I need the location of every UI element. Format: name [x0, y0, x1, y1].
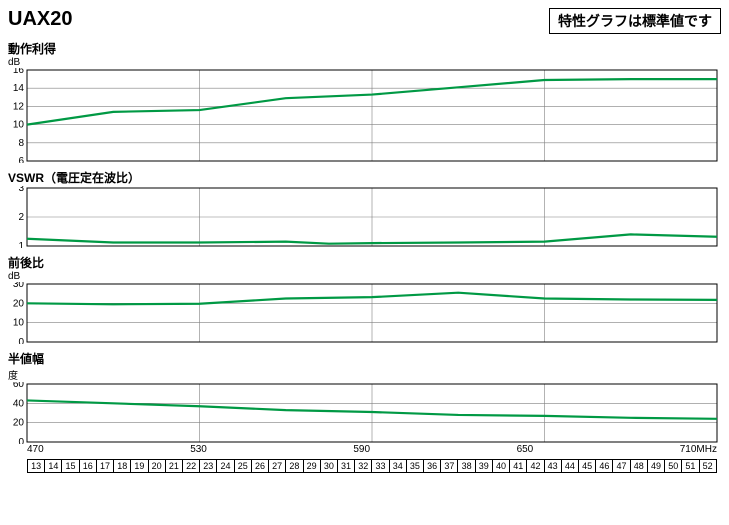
xaxis-tick: 650 [517, 444, 534, 455]
channel-cell: 48 [630, 459, 647, 473]
ytick-label: 20 [13, 298, 25, 309]
channel-cell: 41 [509, 459, 526, 473]
chart-gain-svg: 6 8 10 12 14 16 [8, 68, 721, 163]
channel-cell: 45 [578, 459, 595, 473]
chart-hpbw-svg: 0 20 40 60 [8, 382, 721, 444]
channel-cell: 49 [647, 459, 664, 473]
channel-cell: 44 [561, 459, 578, 473]
channel-cell: 42 [526, 459, 543, 473]
channel-cell: 13 [27, 459, 44, 473]
channel-cell: 32 [354, 459, 371, 473]
ytick-label: 60 [13, 382, 25, 390]
ytick-label: 0 [18, 337, 24, 344]
channel-cell: 23 [199, 459, 216, 473]
channel-cell: 26 [251, 459, 268, 473]
xaxis-tick: 590 [353, 444, 370, 455]
channel-cell: 14 [44, 459, 61, 473]
channel-row: 1314151617181920212223242526272829303132… [27, 459, 717, 473]
channel-cell: 22 [182, 459, 199, 473]
ytick-label: 1 [18, 241, 24, 248]
channel-cell: 34 [389, 459, 406, 473]
channel-cell: 25 [234, 459, 251, 473]
channel-cell: 35 [406, 459, 423, 473]
channel-cell: 27 [268, 459, 285, 473]
chart-hpbw: 半値幅度 0 20 40 60 [8, 350, 721, 444]
channel-cell: 51 [681, 459, 698, 473]
channel-cell: 38 [457, 459, 474, 473]
chart-fb: 前後比dB 0 10 20 30 [8, 254, 721, 344]
ytick-label: 12 [13, 101, 25, 112]
ytick-label: 3 [18, 186, 24, 194]
ytick-label: 10 [13, 318, 25, 329]
ytick-label: 20 [13, 418, 25, 429]
channel-cell: 39 [475, 459, 492, 473]
chart-gain-title: 動作利得 [8, 40, 721, 57]
channel-cell: 28 [285, 459, 302, 473]
channel-cell: 47 [612, 459, 629, 473]
ytick-label: 30 [13, 282, 25, 290]
chart-hpbw-title: 半値幅 [8, 350, 721, 367]
channel-cell: 43 [544, 459, 561, 473]
channel-cell: 18 [113, 459, 130, 473]
chart-fb-svg: 0 10 20 30 [8, 282, 721, 344]
ytick-label: 14 [13, 83, 25, 94]
chart-vswr: VSWR（電圧定在波比） 1 2 3 [8, 169, 721, 248]
channel-cell: 29 [303, 459, 320, 473]
xaxis-labels: 470 530 590 650 710MHz [27, 444, 717, 455]
channel-cell: 46 [595, 459, 612, 473]
xaxis-tick: 710MHz [680, 444, 717, 455]
channel-cell: 30 [320, 459, 337, 473]
chart-hpbw-unit: 度 [8, 367, 721, 382]
channel-cell: 52 [699, 459, 717, 473]
channel-cell: 31 [337, 459, 354, 473]
channel-cell: 16 [79, 459, 96, 473]
chart-vswr-svg: 1 2 3 [8, 186, 721, 248]
channel-cell: 40 [492, 459, 509, 473]
channel-cell: 33 [371, 459, 388, 473]
channel-cell: 20 [148, 459, 165, 473]
chart-fb-unit: dB [8, 271, 721, 282]
channel-cell: 24 [216, 459, 233, 473]
ytick-label: 16 [13, 68, 25, 76]
channel-cell: 19 [130, 459, 147, 473]
ytick-label: 2 [18, 212, 24, 223]
channel-cell: 37 [440, 459, 457, 473]
chart-vswr-title: VSWR（電圧定在波比） [8, 169, 721, 186]
chart-fb-title: 前後比 [8, 254, 721, 271]
xaxis-tick: 530 [190, 444, 207, 455]
ytick-label: 40 [13, 398, 25, 409]
chart-gain-unit: dB [8, 57, 721, 68]
chart-gain: 動作利得dB 6 8 10 12 14 16 [8, 40, 721, 163]
ytick-label: 10 [13, 120, 25, 131]
page-title: UAX20 [8, 8, 72, 31]
channel-cell: 15 [61, 459, 78, 473]
channel-cell: 17 [96, 459, 113, 473]
ytick-label: 0 [18, 437, 24, 444]
xaxis-tick: 470 [27, 444, 44, 455]
charts-container: 動作利得dB6810121416VSWR（電圧定在波比）123前後比dB0102… [8, 40, 721, 444]
channel-cell: 36 [423, 459, 440, 473]
note-box: 特性グラフは標準値です [549, 8, 721, 34]
channel-cell: 21 [165, 459, 182, 473]
ytick-label: 8 [18, 138, 24, 149]
ytick-label: 6 [18, 156, 24, 163]
channel-cell: 50 [664, 459, 681, 473]
